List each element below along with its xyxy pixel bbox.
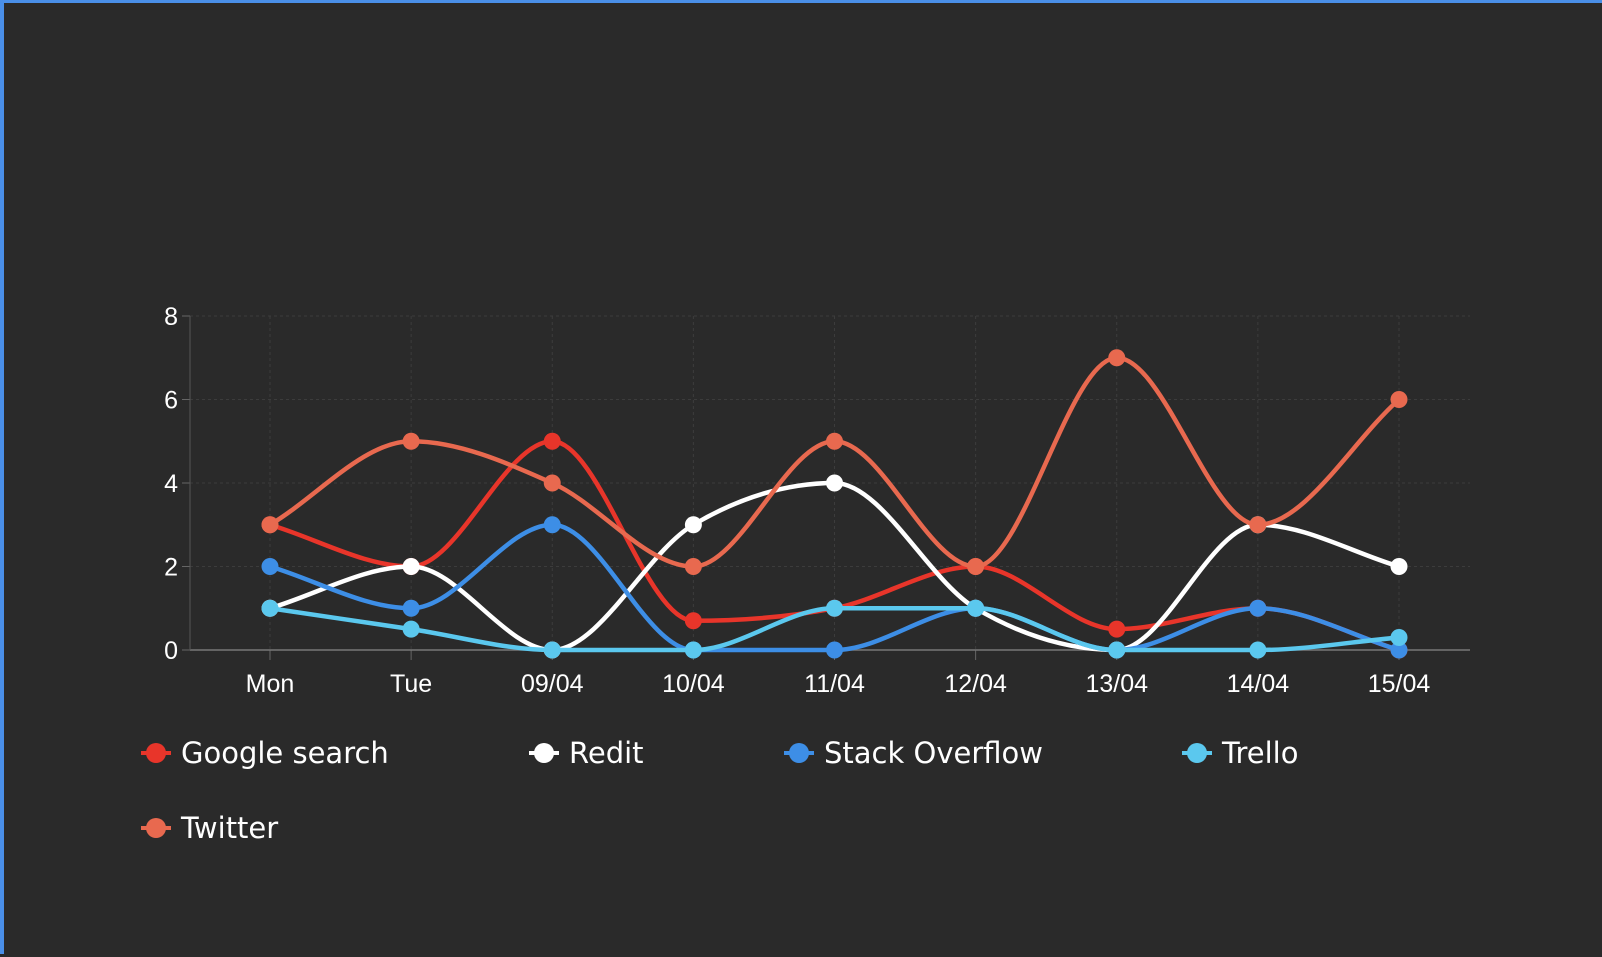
x-tick-label: 10/04	[662, 670, 725, 698]
data-point-redit[interactable]	[402, 558, 420, 575]
data-point-google-search[interactable]	[543, 432, 561, 450]
data-point-twitter[interactable]	[826, 432, 843, 450]
data-point-stack-overflow[interactable]	[1249, 599, 1267, 617]
data-point-trello[interactable]	[543, 641, 561, 659]
axes: 0 2 4 6 8 Mon Tue 09/04 10/04 11/04 12/04 13/04 14/0…	[164, 303, 1470, 698]
data-point-stack-overflow[interactable]	[261, 558, 279, 575]
series-twitter	[261, 349, 1408, 575]
series-layer	[261, 349, 1408, 659]
data-point-twitter[interactable]	[684, 558, 702, 575]
legend-marker-icon	[141, 818, 171, 838]
data-point-trello[interactable]	[967, 599, 985, 617]
data-point-trello[interactable]	[1390, 628, 1408, 646]
data-point-trello[interactable]	[1108, 641, 1126, 659]
data-point-twitter[interactable]	[543, 474, 561, 492]
y-tick-label: 4	[164, 470, 178, 498]
legend-label: Stack Overflow	[824, 736, 1043, 770]
x-tick-label: 14/04	[1227, 670, 1290, 698]
legend-item-trello[interactable]: Trello	[1182, 733, 1298, 773]
x-tick-label: 09/04	[521, 670, 584, 698]
data-point-stack-overflow[interactable]	[826, 641, 843, 659]
legend-label: Google search	[181, 736, 389, 770]
data-point-twitter[interactable]	[1390, 391, 1408, 408]
data-point-google-search[interactable]	[1108, 620, 1126, 638]
data-point-twitter[interactable]	[1108, 349, 1126, 367]
legend-item-twitter[interactable]: Twitter	[141, 808, 278, 848]
data-point-trello[interactable]	[402, 620, 420, 638]
legend-marker-icon	[784, 743, 814, 763]
series-line-twitter	[267, 355, 1402, 569]
legend-label: Redit	[569, 736, 644, 770]
legend-label: Twitter	[181, 811, 279, 845]
x-tick-label: Mon	[246, 670, 295, 698]
y-tick-label: 2	[164, 554, 178, 582]
data-point-stack-overflow[interactable]	[402, 599, 420, 617]
data-point-stack-overflow[interactable]	[543, 516, 561, 534]
x-tick-label: 11/04	[804, 670, 865, 698]
data-point-trello[interactable]	[684, 641, 702, 659]
line-chart: 0 2 4 6 8 Mon Tue 09/04 10/04 11/04 12/04 13/04 14/0…	[164, 303, 1470, 698]
legend-marker-icon	[529, 743, 559, 763]
data-point-twitter[interactable]	[402, 432, 420, 450]
x-tick-label: 13/04	[1085, 670, 1148, 698]
series-trello	[261, 599, 1408, 659]
y-tick-label: 6	[164, 387, 178, 415]
data-point-trello[interactable]	[1249, 641, 1267, 659]
data-point-twitter[interactable]	[967, 558, 985, 575]
data-point-redit[interactable]	[1390, 558, 1408, 575]
x-tick-label: Tue	[390, 670, 432, 698]
grid	[190, 315, 1470, 650]
legend-item-stack-overflow[interactable]: Stack Overflow	[784, 733, 1043, 773]
legend-item-google-search[interactable]: Google search	[141, 733, 389, 773]
legend-item-redit[interactable]: Redit	[529, 733, 644, 773]
legend-label: Trello	[1222, 736, 1299, 770]
y-tick-label: 8	[164, 303, 178, 331]
data-point-trello[interactable]	[826, 599, 843, 617]
data-point-trello[interactable]	[261, 599, 279, 617]
data-point-google-search[interactable]	[684, 612, 702, 630]
data-point-redit[interactable]	[826, 474, 843, 492]
x-tick-label: 12/04	[944, 670, 1007, 698]
legend-marker-icon	[141, 743, 171, 763]
data-point-twitter[interactable]	[261, 516, 279, 534]
data-point-redit[interactable]	[684, 516, 702, 534]
y-tick-label: 0	[164, 637, 178, 665]
data-point-stack-overflow[interactable]	[1390, 641, 1408, 659]
data-point-twitter[interactable]	[1249, 516, 1267, 534]
legend-marker-icon	[1182, 743, 1212, 763]
x-tick-label: 15/04	[1368, 670, 1431, 698]
